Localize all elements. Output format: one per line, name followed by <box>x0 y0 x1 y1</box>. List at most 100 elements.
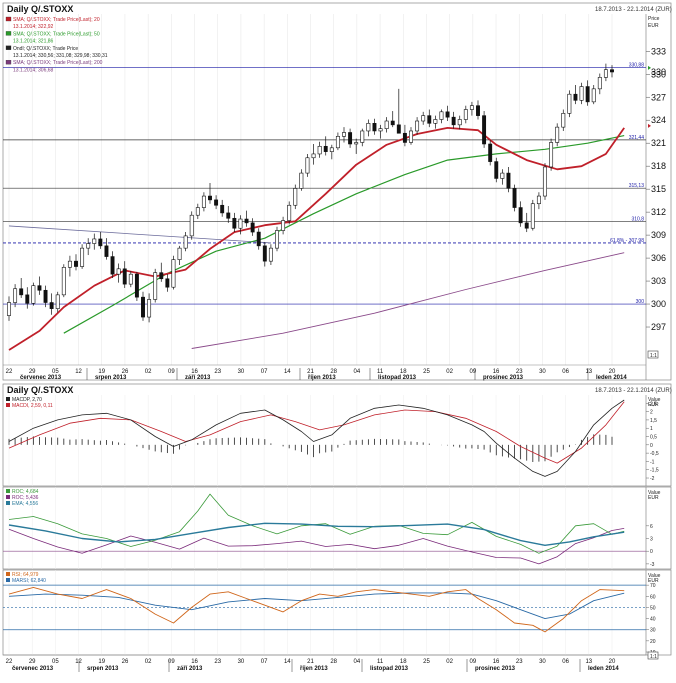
candle-body <box>55 294 60 309</box>
candle-body <box>7 302 11 316</box>
candle-body <box>147 299 152 318</box>
candle-body <box>86 243 91 249</box>
macd-panel[interactable]: Daily Q/.STOXX 18.7.2013 - 22.1.2014 (ZU… <box>2 383 672 487</box>
candle-body <box>293 188 298 206</box>
sma20-line <box>8 127 625 351</box>
price-x-tick-label: 16 <box>493 369 500 375</box>
bottom-x-tick-label: 13 <box>585 659 592 665</box>
bottom-month-label: září 2013 <box>177 666 203 672</box>
bottom-scale-button[interactable] <box>647 651 659 660</box>
marsi-line <box>8 592 625 620</box>
candle-body <box>98 238 103 247</box>
price-x-tick-label: 20 <box>609 369 616 375</box>
candle-body <box>536 195 541 205</box>
bottom-scale-button-label: 1:1 <box>650 654 657 660</box>
candle-body <box>43 289 48 303</box>
candle-body <box>299 172 304 189</box>
roc-legend-swatch <box>6 501 10 505</box>
price-x-tick-label: 19 <box>98 369 105 375</box>
bottom-x-tick-label: 16 <box>493 659 500 665</box>
macd-legend-entry: MACDI, 2,59, 0,11 <box>12 403 53 409</box>
price-legend-entry: SMA; Q/.STOXX; Trade Price(Last); 20 <box>13 17 100 23</box>
candle-body <box>317 145 322 155</box>
candle-body <box>469 105 474 110</box>
macd-y-tick-label: -1 <box>650 459 655 465</box>
candle-body <box>482 115 487 145</box>
candle-body <box>543 166 547 197</box>
candle-body <box>409 130 413 143</box>
price-grid <box>8 14 613 365</box>
rsi-panel[interactable]: Value EUR 70605040302010 RSI; 64,979MARS… <box>2 569 672 672</box>
candle-body <box>171 259 176 288</box>
bottom-x-tick-label: 09 <box>168 659 175 665</box>
candle-body <box>262 245 267 262</box>
roc-y-ticks: -3 0 3 6 <box>646 524 655 568</box>
candle-body <box>463 109 468 120</box>
bottom-x-tick-label: 11 <box>377 659 384 665</box>
candle-body <box>116 268 121 275</box>
bottom-month-label: prosinec 2013 <box>475 666 516 672</box>
price-horizontal-line-label: 300 <box>636 299 645 305</box>
candle-body <box>518 207 523 224</box>
macd-y-tick-label: 1 <box>650 426 653 432</box>
macd-y-tick-label: -2 <box>650 476 655 482</box>
macd-legend-swatch <box>6 397 10 401</box>
roc-y-tick-label: 3 <box>650 537 653 543</box>
rsi-level-lines <box>3 584 646 631</box>
candle-body <box>183 235 188 249</box>
bottom-x-tick-label: 09 <box>470 659 477 665</box>
candle-body <box>201 195 206 208</box>
price-y-tick-label: 318 <box>651 161 666 171</box>
candle-body <box>396 124 401 134</box>
bottom-x-tick-label: 05 <box>52 659 59 665</box>
price-legend-entry: SMA; Q/.STOXX; Trade Price(Last); 50 <box>13 31 100 37</box>
macd-panel-title: Daily Q/.STOXX <box>7 385 73 395</box>
price-panel-title: Daily Q/.STOXX <box>7 4 73 14</box>
candle-body <box>141 296 145 318</box>
price-panel[interactable]: Daily Q/.STOXX 18.7.2013 - 22.1.2014 (ZU… <box>2 2 672 381</box>
roc-legend-entry: ROC; 4,684 <box>12 489 39 495</box>
price-trend-line[interactable] <box>8 225 271 244</box>
candle-body <box>329 147 334 152</box>
candle-body <box>110 256 115 275</box>
bottom-x-tick-label: 14 <box>284 659 291 665</box>
macd-y-tick-label: 0 <box>650 443 653 449</box>
candle-body <box>153 272 158 300</box>
candle-body <box>561 113 566 128</box>
candle-body <box>555 126 560 143</box>
price-scale-button[interactable] <box>647 350 659 359</box>
bottom-x-tick-label: 04 <box>354 659 361 665</box>
macd-y-tick-label: -0,5 <box>650 451 659 457</box>
price-x-tick-label: 13 <box>585 369 592 375</box>
price-legend-swatch <box>5 45 12 50</box>
candle-body <box>591 88 596 103</box>
roc-axis-label: Value <box>648 490 661 496</box>
bottom-x-tick-label: 07 <box>261 659 268 665</box>
price-legend-entry: Ondl; Q/.STOXX; Trade Price <box>13 46 78 52</box>
roc-lines <box>8 493 625 565</box>
candle-body <box>67 260 72 268</box>
price-axis-currency: EUR <box>648 23 659 29</box>
price-month-label: leden 2014 <box>596 375 627 381</box>
bottom-month-label: listopad 2013 <box>370 666 409 672</box>
price-month-label: červenec 2013 <box>20 375 62 381</box>
candle-body <box>13 288 18 303</box>
macd-y-tick-label: 0,5 <box>650 435 657 441</box>
price-x-tick-label: 23 <box>516 369 523 375</box>
candle-body <box>427 115 432 124</box>
price-x-ticks: 22 29 05 12 19 26 02 09 16 23 30 07 14 21 28 04 11 18 25 02… <box>6 369 616 375</box>
candle-body <box>281 220 286 231</box>
macd-signal-line <box>8 401 625 464</box>
roc-legend-entry: ROC; 5,436 <box>12 495 39 501</box>
bottom-x-tick-label: 23 <box>214 659 221 665</box>
candle-body <box>323 145 328 152</box>
rsi-y-tick-label: 50 <box>650 605 656 611</box>
roc-legend-swatch <box>6 495 10 499</box>
candle-body <box>165 278 170 288</box>
candle-body <box>421 115 426 122</box>
price-y-tick-label: 312 <box>651 207 666 217</box>
price-horizontal-lines[interactable] <box>3 67 646 305</box>
